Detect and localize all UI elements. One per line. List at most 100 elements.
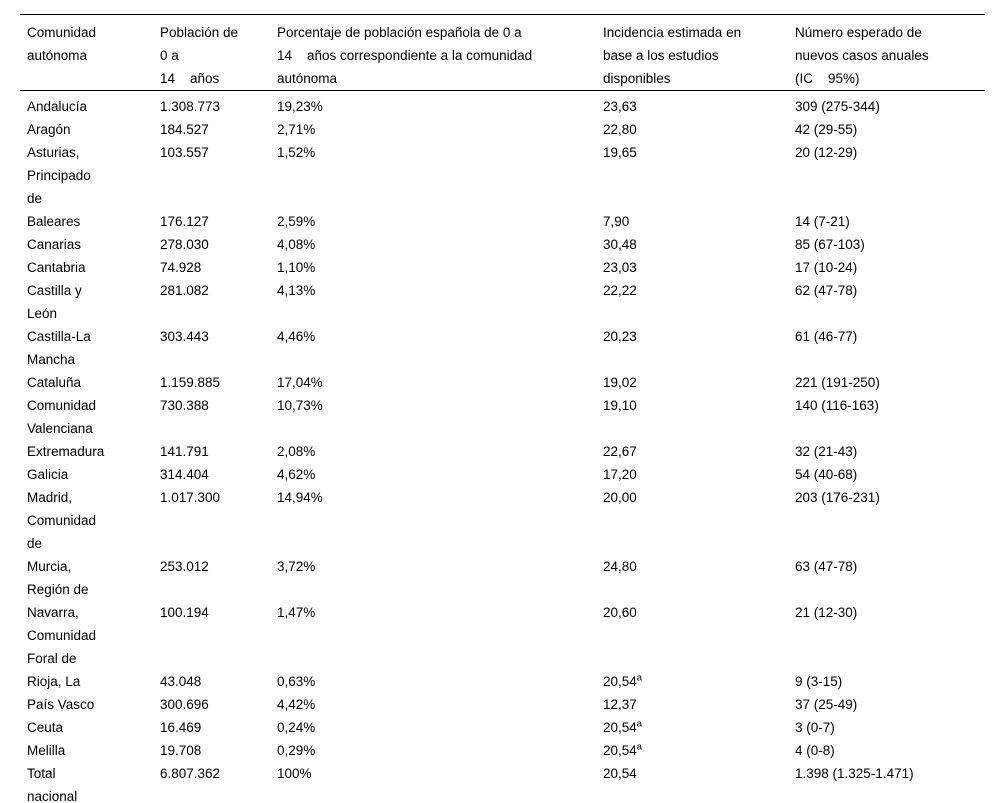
cell-comunidad: Navarra, Comunidad Foral de <box>20 601 160 670</box>
cell-incidencia: 7,90 <box>603 214 630 229</box>
cell-poblacion: 303.443 <box>160 329 209 344</box>
cell-poblacion: 281.082 <box>160 283 209 298</box>
cell-incidencia: 20,54a <box>603 672 643 689</box>
cell-comunidad: Cataluña <box>20 371 160 394</box>
cell-poblacion: 103.557 <box>160 145 209 160</box>
cell-incidencia: 20,00 <box>603 490 637 505</box>
comunidad-name: Aragón <box>27 122 71 137</box>
col-header-poblacion: Población de 0 a 14 años <box>160 14 277 91</box>
col-header-casos-label: Número esperado de nuevos casos anuales … <box>795 25 929 86</box>
cell-poblacion: 1.308.773 <box>160 99 221 114</box>
cell-poblacion: 6.807.362 <box>160 766 221 781</box>
cell-incidencia: 12,37 <box>603 697 637 712</box>
cell-comunidad: Extremadura <box>20 440 160 463</box>
incidence-table: Comunidad autónoma Población de 0 a 14 a… <box>20 14 985 803</box>
cell-poblacion: 141.791 <box>160 444 209 459</box>
comunidad-name: Madrid, Comunidad de <box>27 490 97 551</box>
cell-incidencia: 17,20 <box>603 467 637 482</box>
cell-poblacion: 314.404 <box>160 467 209 482</box>
cell-comunidad: Cantabria <box>20 256 160 279</box>
table-row: Extremadura 141.791 2,08% 22,67 32 (21-43) <box>20 440 985 463</box>
cell-comunidad: Castilla-La Mancha <box>20 325 160 371</box>
cell-poblacion: 278.030 <box>160 237 209 252</box>
cell-casos: 221 (191-250) <box>795 375 880 390</box>
cell-incidencia: 20,54a <box>603 741 643 758</box>
cell-porcentaje: 4,13% <box>277 283 316 298</box>
cell-casos: 37 (25-49) <box>795 697 858 712</box>
cell-porcentaje: 1,10% <box>277 260 316 275</box>
table-row: Castilla-La Mancha 303.443 4,46% 20,23 61 (4… <box>20 325 985 371</box>
table-body: Andalucía 1.308.773 19,23% 23,63 309 (275-34… <box>20 91 985 803</box>
comunidad-name: Total nacional <box>27 766 78 803</box>
cell-incidencia: 20,54 <box>603 766 637 781</box>
cell-porcentaje: 17,04% <box>277 375 323 390</box>
col-header-incidencia-label: Incidencia estimada en base a los estudi… <box>603 25 742 86</box>
footnote-marker: a <box>636 672 643 684</box>
cell-casos: 203 (176-231) <box>795 490 880 505</box>
comunidad-name: Murcia, Región de <box>27 559 89 597</box>
cell-casos: 54 (40-68) <box>795 467 858 482</box>
footnote-marker: a <box>636 741 643 753</box>
cell-porcentaje: 14,94% <box>277 490 323 505</box>
cell-poblacion: 16.469 <box>160 720 202 735</box>
cell-poblacion: 1.159.885 <box>160 375 221 390</box>
cell-casos: 14 (7-21) <box>795 214 850 229</box>
table-row: Rioja, La 43.048 0,63% 20,54a 9 (3-15) <box>20 670 985 693</box>
cell-poblacion: 19.708 <box>160 743 202 758</box>
cell-incidencia: 19,10 <box>603 398 637 413</box>
cell-porcentaje: 4,08% <box>277 237 316 252</box>
col-header-incidencia: Incidencia estimada en base a los estudi… <box>603 14 795 91</box>
comunidad-name: Comunidad Valenciana <box>27 398 97 436</box>
col-header-poblacion-label: Población de 0 a 14 años <box>160 25 239 86</box>
cell-casos: 3 (0-7) <box>795 720 835 735</box>
cell-casos: 42 (29-55) <box>795 122 858 137</box>
cell-porcentaje: 4,42% <box>277 697 316 712</box>
cell-casos: 62 (47-78) <box>795 283 858 298</box>
cell-porcentaje: 2,59% <box>277 214 316 229</box>
cell-poblacion: 43.048 <box>160 674 202 689</box>
header-row: Comunidad autónoma Población de 0 a 14 a… <box>20 14 985 91</box>
cell-comunidad: Ceuta <box>20 716 160 739</box>
cell-porcentaje: 4,62% <box>277 467 316 482</box>
cell-comunidad: País Vasco <box>20 693 160 716</box>
cell-comunidad: Galicia <box>20 463 160 486</box>
col-header-porcentaje: Porcentaje de población española de 0 a … <box>277 14 603 91</box>
col-header-casos: Número esperado de nuevos casos anuales … <box>795 14 985 91</box>
cell-porcentaje: 10,73% <box>277 398 323 413</box>
cell-casos: 140 (116-163) <box>795 398 879 413</box>
cell-casos: 4 (0-8) <box>795 743 835 758</box>
table-row: País Vasco 300.696 4,42% 12,37 37 (25-49) <box>20 693 985 716</box>
table-row: Comunidad Valenciana 730.388 10,73% 19,10 14… <box>20 394 985 440</box>
cell-poblacion: 184.527 <box>160 122 209 137</box>
cell-incidencia: 23,63 <box>603 99 637 114</box>
cell-comunidad: Aragón <box>20 118 160 141</box>
table-row: Galicia 314.404 4,62% 17,20 54 (40-68) <box>20 463 985 486</box>
cell-porcentaje: 0,29% <box>277 743 316 758</box>
cell-incidencia: 19,65 <box>603 145 637 160</box>
table-row: Murcia, Región de 253.012 3,72% 24,80 63 (47… <box>20 555 985 601</box>
cell-porcentaje: 4,46% <box>277 329 316 344</box>
cell-casos: 9 (3-15) <box>795 674 843 689</box>
cell-comunidad: Comunidad Valenciana <box>20 394 160 440</box>
table-row: Andalucía 1.308.773 19,23% 23,63 309 (275-34… <box>20 91 985 119</box>
cell-poblacion: 730.388 <box>160 398 209 413</box>
cell-porcentaje: 1,52% <box>277 145 316 160</box>
comunidad-name: Rioja, La <box>27 674 81 689</box>
cell-comunidad: Madrid, Comunidad de <box>20 486 160 555</box>
table-row: Asturias, Principado de 103.557 1,52% 19,65… <box>20 141 985 210</box>
comunidad-name: Baleares <box>27 214 81 229</box>
cell-porcentaje: 0,24% <box>277 720 316 735</box>
table-row: Canarias 278.030 4,08% 30,48 85 (67-103) <box>20 233 985 256</box>
comunidad-name: Navarra, Comunidad Foral de <box>27 605 97 666</box>
cell-comunidad: Andalucía <box>20 91 160 119</box>
cell-porcentaje: 100% <box>277 766 312 781</box>
cell-porcentaje: 3,72% <box>277 559 316 574</box>
cell-incidencia: 20,60 <box>603 605 637 620</box>
cell-poblacion: 300.696 <box>160 697 209 712</box>
comunidad-name: Extremadura <box>27 444 105 459</box>
cell-porcentaje: 1,47% <box>277 605 316 620</box>
cell-poblacion: 74.928 <box>160 260 202 275</box>
table-row: Madrid, Comunidad de 1.017.300 14,94% 20,00… <box>20 486 985 555</box>
cell-casos: 1.398 (1.325-1.471) <box>795 766 914 781</box>
